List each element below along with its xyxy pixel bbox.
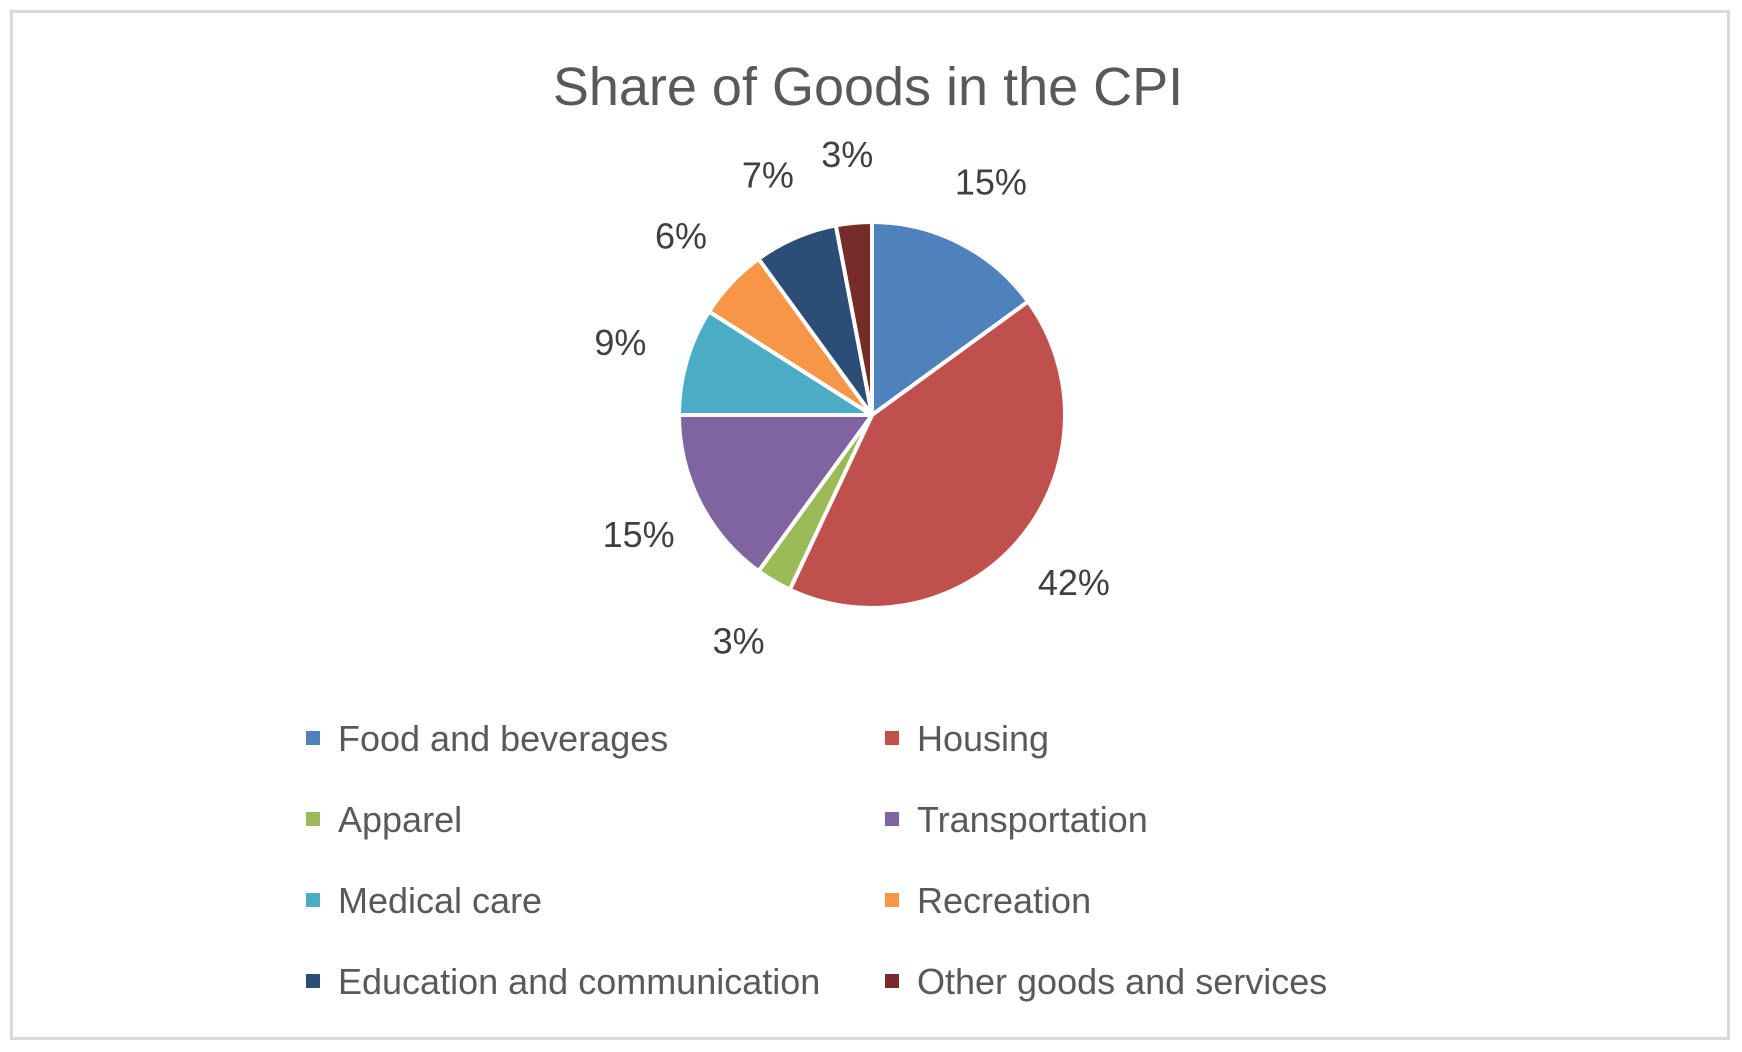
data-label-apparel: 3% [713,621,765,662]
data-label-housing: 42% [1038,562,1110,603]
data-label-food-and-beverages: 15% [955,162,1027,203]
legend-swatch-apparel [306,812,320,826]
legend-item-food-and-beverages: Food and beverages [306,718,668,759]
legend-swatch-other-goods-and-services [885,974,899,988]
pie-slices [677,220,1067,610]
legend-item-apparel: Apparel [306,799,462,840]
legend-swatch-food-and-beverages [306,731,320,745]
legend-label-other-goods-and-services: Other goods and services [917,961,1327,1002]
legend-label-housing: Housing [917,718,1049,759]
legend-item-housing: Housing [885,718,1049,759]
legend-label-recreation: Recreation [917,880,1091,921]
legend-label-medical-care: Medical care [338,880,542,921]
legend-item-other-goods-and-services: Other goods and services [885,961,1327,1002]
legend-label-apparel: Apparel [338,799,462,840]
legend-item-education-and-communication: Education and communication [306,961,820,1002]
legend-label-food-and-beverages: Food and beverages [338,718,668,759]
legend-item-recreation: Recreation [885,880,1091,921]
legend-swatch-transportation [885,812,899,826]
legend-label-education-and-communication: Education and communication [338,961,820,1002]
pie-slice-transportation [677,413,874,574]
chart-title: Share of Goods in the CPI [553,57,1183,117]
legend-swatch-education-and-communication [306,974,320,988]
legend-item-transportation: Transportation [885,799,1148,840]
legend-label-transportation: Transportation [917,799,1148,840]
data-label-recreation: 6% [655,216,707,257]
data-label-transportation: 15% [603,514,675,555]
legend-swatch-medical-care [306,893,320,907]
pie-slice-housing [787,299,1067,610]
pie-slice-other-goods-and-services [833,220,874,417]
legend-swatch-recreation [885,893,899,907]
data-label-other-goods-and-services: 3% [821,134,873,175]
legend-item-medical-care: Medical care [306,880,542,921]
data-label-education-and-communication: 7% [742,155,794,196]
legend-swatch-housing [885,731,899,745]
pie-slice-medical-care [677,309,874,417]
data-labels: 15% 42% 3% 15% 9% 6% 7% 3% [594,134,1110,661]
data-label-medical-care: 9% [594,322,646,363]
legend: Food and beverages Housing Apparel Transpor… [306,718,1327,1002]
pie-slice-food-and-beverages [870,220,1031,417]
